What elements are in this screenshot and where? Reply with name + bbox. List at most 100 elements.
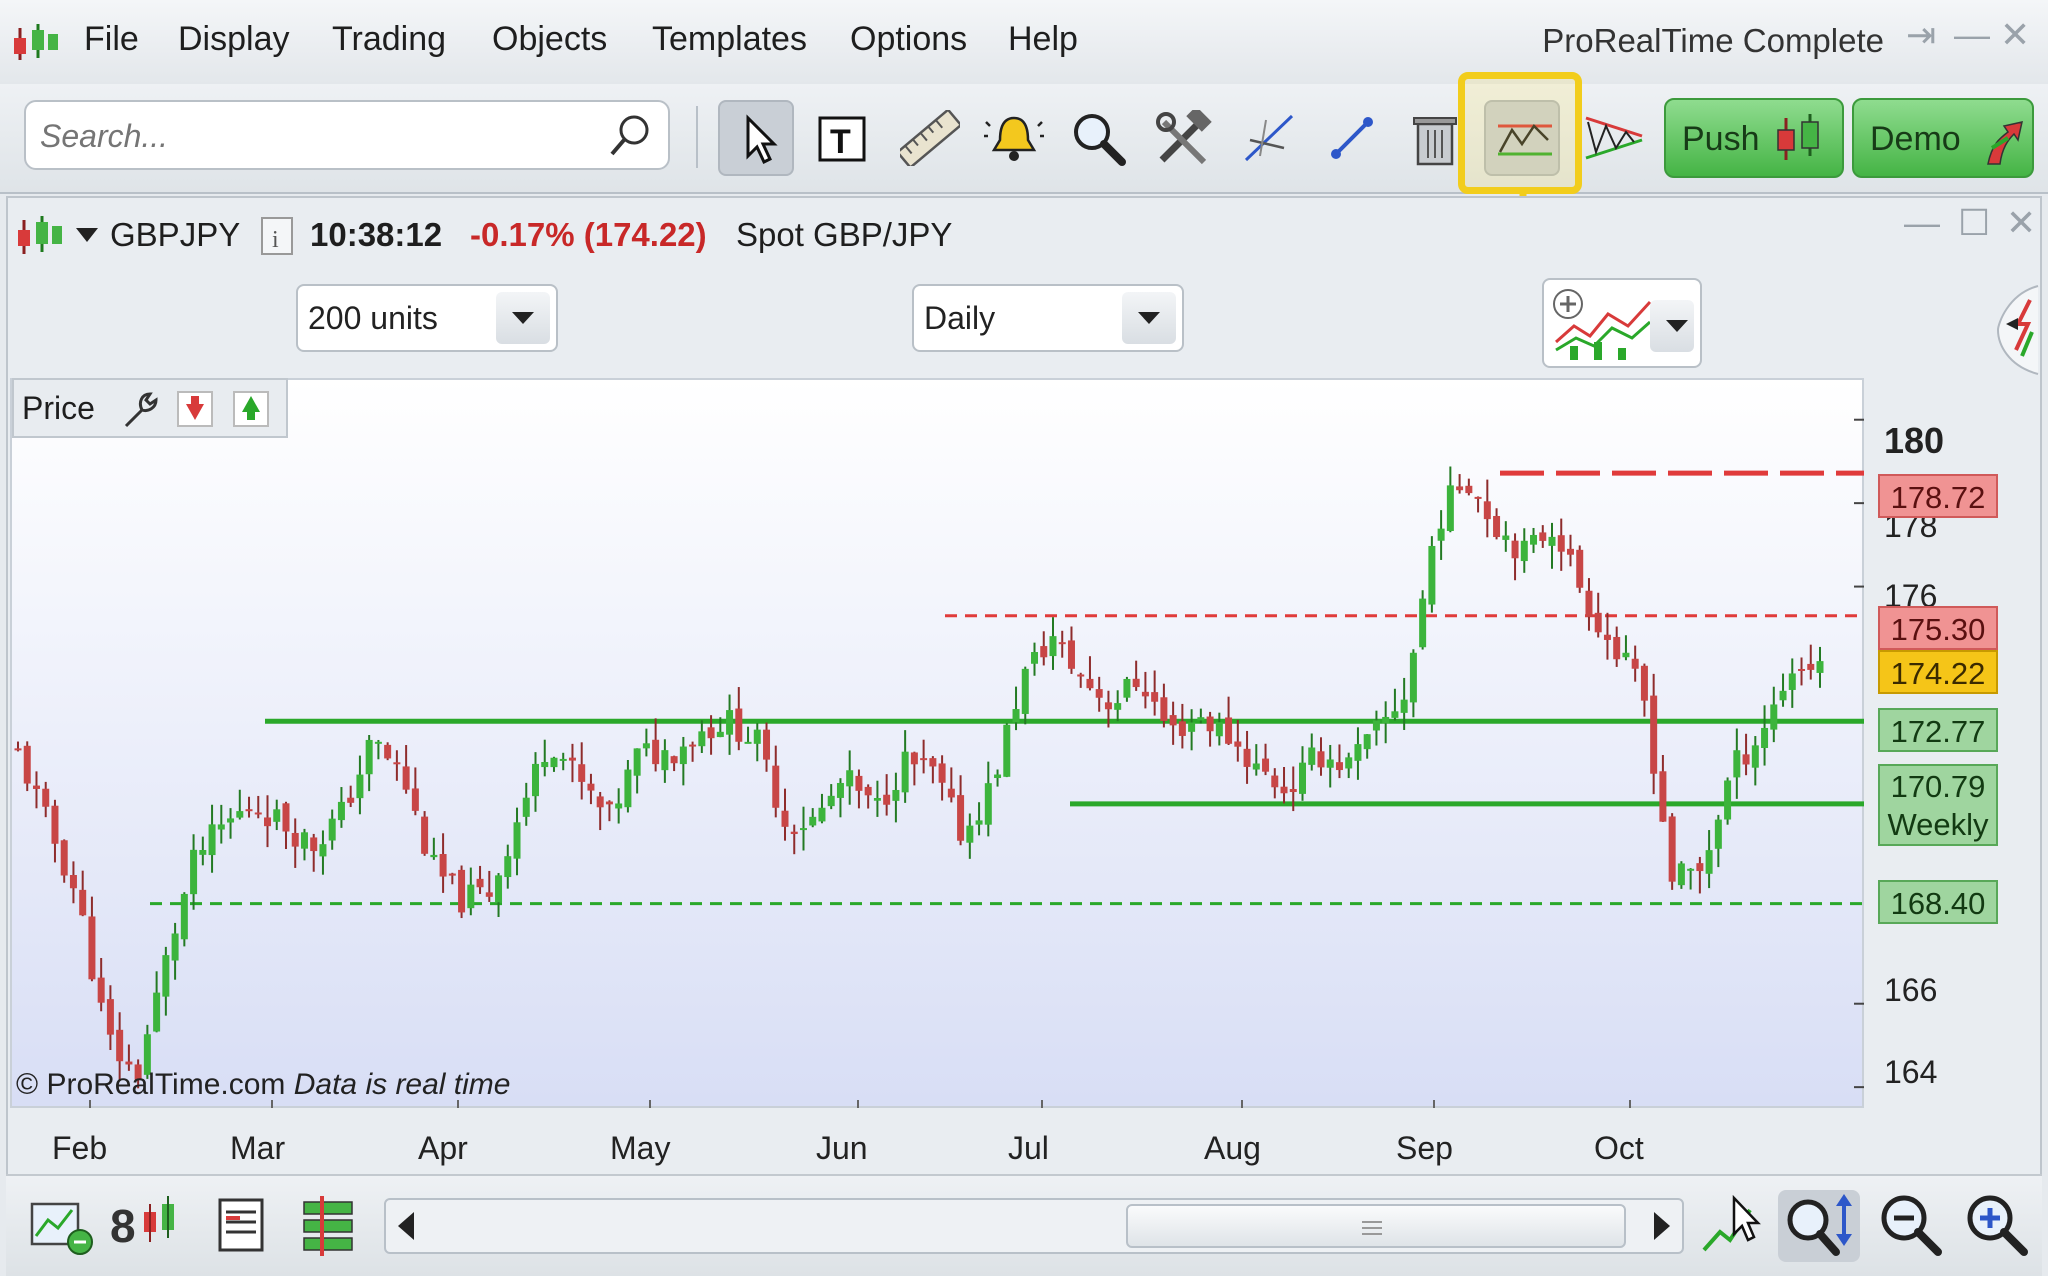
menu-help[interactable]: Help — [1008, 20, 1078, 58]
info-icon[interactable]: i — [260, 216, 294, 256]
pin-icon[interactable]: ⇥ — [1906, 14, 1937, 55]
indicator-button[interactable]: 8 — [110, 1190, 182, 1262]
period-select[interactable]: Daily — [912, 284, 1184, 352]
candle-body — [356, 774, 364, 799]
candle-body — [190, 849, 198, 895]
candle-body — [772, 765, 780, 808]
month-label: Mar — [230, 1130, 286, 1166]
candle-body — [143, 1034, 151, 1075]
menu-display[interactable]: Display — [178, 20, 290, 58]
horizontal-scrollbar[interactable] — [384, 1198, 1684, 1254]
menu-objects[interactable]: Objects — [492, 20, 608, 58]
move-down-icon[interactable] — [174, 388, 218, 432]
search-box — [24, 100, 670, 170]
month-label: Jul — [1008, 1130, 1049, 1166]
tools-button[interactable] — [1144, 100, 1220, 176]
candle-body — [753, 729, 761, 744]
candle-body — [1585, 590, 1593, 617]
push-label: Push — [1682, 120, 1760, 158]
zoom-in-button[interactable] — [1962, 1190, 2034, 1262]
line-icon — [1331, 117, 1373, 159]
cursor-tool-button[interactable] — [1698, 1190, 1770, 1262]
candle-body — [1594, 612, 1602, 633]
candle-body — [1428, 545, 1436, 605]
ruler-tool-button[interactable] — [890, 100, 966, 176]
candle-body — [273, 809, 281, 822]
candle-body — [1446, 485, 1454, 531]
candle-body — [300, 832, 308, 849]
triangle-tool-button[interactable] — [1574, 100, 1650, 176]
search-input[interactable] — [38, 112, 602, 160]
candle-body — [1705, 850, 1713, 874]
candle-body — [642, 743, 650, 749]
zoom-tool-button[interactable] — [1060, 100, 1136, 176]
wrench-icon[interactable] — [118, 388, 162, 432]
move-up-icon[interactable] — [230, 388, 274, 432]
delete-objects-button[interactable] — [1398, 100, 1474, 176]
candle-body — [310, 837, 318, 852]
scroll-thumb[interactable] — [1126, 1204, 1626, 1248]
side-panel-toggle-icon[interactable] — [1988, 284, 2044, 376]
candle-body — [1326, 759, 1334, 768]
auto-zoom-button[interactable] — [1778, 1190, 1860, 1262]
layout-button[interactable] — [296, 1190, 368, 1262]
candle-body — [836, 782, 844, 798]
price-change: -0.17% (174.22) — [470, 216, 707, 253]
candle-body — [1280, 786, 1288, 794]
add-chart-button[interactable] — [26, 1190, 98, 1262]
menu-options[interactable]: Options — [850, 20, 968, 58]
month-label: Sep — [1396, 1130, 1453, 1166]
candle-body — [1012, 709, 1020, 723]
units-select[interactable]: 200 units — [296, 284, 558, 352]
scroll-right-icon[interactable] — [1648, 1208, 1676, 1244]
zoom-in-icon — [1967, 1195, 2028, 1256]
close-icon[interactable]: ✕ — [2000, 14, 2031, 55]
menu-templates[interactable]: Templates — [652, 20, 807, 58]
candle-body — [1650, 695, 1658, 774]
candle-body — [1409, 652, 1417, 703]
indicators-select[interactable] — [1542, 278, 1702, 368]
candle-body — [1391, 711, 1399, 718]
candle-body — [254, 812, 262, 815]
chart-minimize-icon[interactable]: — — [1904, 202, 1940, 243]
candle-body — [162, 955, 170, 997]
table-button[interactable] — [210, 1190, 282, 1262]
line-tool-button[interactable] — [1314, 100, 1390, 176]
candle-body — [1178, 721, 1186, 736]
candle-body — [1317, 751, 1325, 768]
text-icon: T — [818, 116, 866, 162]
demo-button[interactable]: Demo — [1852, 98, 2034, 178]
symbol-name[interactable]: GBPJPY — [110, 216, 241, 253]
support-resistance-button[interactable] — [1484, 100, 1560, 176]
text-tool-button[interactable]: T — [806, 100, 882, 176]
menu-file[interactable]: File — [84, 20, 139, 58]
ruler-icon — [900, 110, 960, 166]
tutorial-highlight-box — [1458, 72, 1582, 194]
price-chart-area[interactable] — [10, 378, 1864, 1108]
trendline-tool-button[interactable] — [1230, 100, 1306, 176]
candle-body — [846, 770, 854, 787]
chart-close-icon[interactable]: ✕ — [2006, 202, 2037, 243]
search-icon[interactable] — [606, 112, 654, 160]
candle-body — [744, 741, 752, 744]
candle-body — [1067, 640, 1075, 669]
candle-body — [79, 889, 87, 916]
pointer-tool-button[interactable] — [718, 100, 794, 176]
scroll-left-icon[interactable] — [392, 1208, 420, 1244]
svg-text:8: 8 — [110, 1200, 136, 1252]
candle-body — [716, 731, 724, 738]
candle-body — [60, 840, 68, 876]
candle-body — [448, 873, 456, 876]
push-button[interactable]: Push — [1664, 98, 1844, 178]
candle-body — [522, 797, 530, 817]
zoom-out-button[interactable] — [1876, 1190, 1948, 1262]
chart-maximize-icon[interactable]: ☐ — [1958, 202, 1991, 243]
menu-trading[interactable]: Trading — [332, 20, 447, 58]
minimize-icon[interactable]: — — [1954, 14, 1990, 55]
candle-body — [827, 795, 835, 807]
candle-body — [679, 746, 687, 765]
candle-body — [1299, 762, 1307, 794]
tools-icon — [1156, 110, 1212, 165]
symbol-dropdown-icon[interactable] — [74, 226, 100, 244]
alert-tool-button[interactable] — [974, 100, 1050, 176]
